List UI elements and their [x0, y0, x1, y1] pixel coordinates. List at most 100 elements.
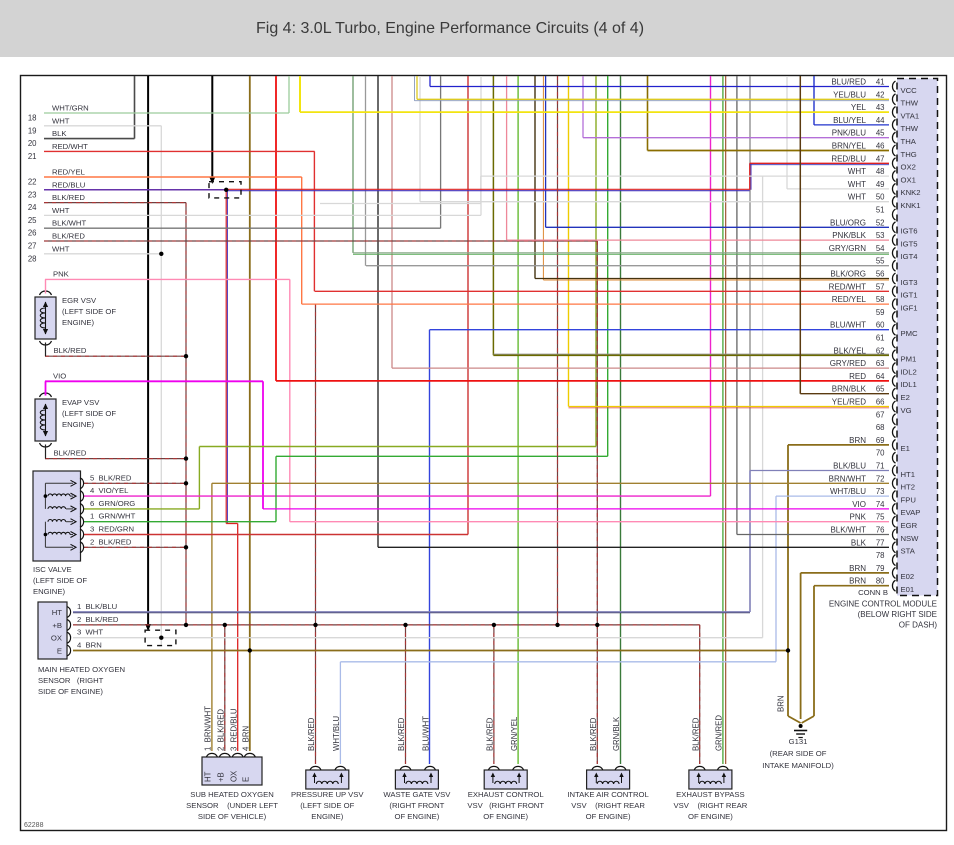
svg-text:76: 76: [876, 526, 885, 535]
svg-text:IGT5: IGT5: [901, 239, 918, 248]
svg-text:HT: HT: [204, 771, 213, 782]
svg-text:INTAKE AIR CONTROL: INTAKE AIR CONTROL: [567, 790, 649, 799]
svg-text:BLK/BLU: BLK/BLU: [833, 462, 866, 471]
svg-text:4 VIO/YEL: 4 VIO/YEL: [90, 486, 129, 495]
svg-text:GRN/BLK: GRN/BLK: [612, 716, 621, 751]
svg-text:WHT: WHT: [52, 116, 70, 125]
svg-text:IGT1: IGT1: [901, 291, 918, 300]
svg-text:41: 41: [876, 78, 885, 87]
svg-text:RED/BLU: RED/BLU: [52, 180, 85, 189]
svg-text:VIO: VIO: [53, 371, 66, 380]
svg-text:WASTE GATE VSV: WASTE GATE VSV: [383, 790, 451, 799]
svg-text:6 GRN/ORG: 6 GRN/ORG: [90, 499, 135, 508]
svg-text:(LEFT SIDE OF: (LEFT SIDE OF: [62, 307, 116, 316]
svg-text:CONN B: CONN B: [858, 588, 888, 597]
svg-text:BLK/RED: BLK/RED: [486, 717, 495, 751]
svg-text:GRN/RED: GRN/RED: [715, 715, 724, 751]
svg-text:60: 60: [876, 321, 885, 330]
svg-text:56: 56: [876, 270, 885, 279]
svg-text:79: 79: [876, 564, 885, 573]
svg-text:WHT: WHT: [848, 193, 866, 202]
svg-text:KNK2: KNK2: [901, 188, 921, 197]
svg-text:58: 58: [876, 295, 885, 304]
svg-text:PNK: PNK: [850, 513, 867, 522]
svg-text:65: 65: [876, 385, 885, 394]
svg-text:VTA1: VTA1: [901, 111, 920, 120]
svg-text:BLK/YEL: BLK/YEL: [834, 346, 867, 355]
svg-text:BRN: BRN: [849, 436, 866, 445]
svg-text:HT: HT: [52, 608, 63, 617]
svg-text:3 RED/GRN: 3 RED/GRN: [90, 525, 134, 534]
svg-text:BRN/BLK: BRN/BLK: [832, 385, 867, 394]
svg-text:THG: THG: [901, 150, 917, 159]
svg-text:1 BRN/WHT: 1 BRN/WHT: [204, 706, 213, 751]
svg-text:BRN: BRN: [849, 577, 866, 586]
svg-text:WHT/BLU: WHT/BLU: [332, 716, 341, 751]
svg-text:BLK: BLK: [52, 129, 67, 138]
svg-text:OX2: OX2: [901, 163, 916, 172]
svg-text:50: 50: [876, 193, 885, 202]
svg-text:5 BLK/RED: 5 BLK/RED: [90, 473, 132, 482]
svg-text:BRN/WHT: BRN/WHT: [829, 474, 866, 483]
svg-text:SUB HEATED OXYGEN: SUB HEATED OXYGEN: [190, 790, 274, 799]
svg-text:ENGINE CONTROL MODULE: ENGINE CONTROL MODULE: [829, 600, 937, 609]
svg-text:BRN: BRN: [849, 564, 866, 573]
svg-text:IGT3: IGT3: [901, 278, 918, 287]
svg-text:PM1: PM1: [901, 355, 917, 364]
svg-text:61: 61: [876, 334, 885, 343]
svg-text:57: 57: [876, 282, 885, 291]
svg-text:OF ENGINE): OF ENGINE): [394, 812, 439, 821]
svg-text:BLU/WHT: BLU/WHT: [422, 716, 431, 751]
svg-text:62288: 62288: [24, 822, 44, 829]
svg-text:RED/WHT: RED/WHT: [52, 142, 88, 151]
svg-text:ENGINE): ENGINE): [33, 587, 65, 596]
svg-text:OX1: OX1: [901, 175, 916, 184]
svg-text:VG: VG: [901, 406, 912, 415]
svg-text:BLK: BLK: [851, 538, 867, 547]
svg-text:E: E: [57, 647, 62, 656]
svg-text:WHT: WHT: [52, 206, 70, 215]
svg-text:WHT: WHT: [848, 180, 866, 189]
svg-text:3 WHT: 3 WHT: [77, 628, 103, 637]
svg-text:BLK/WHT: BLK/WHT: [52, 219, 86, 228]
svg-text:PNK/BLU: PNK/BLU: [832, 129, 866, 138]
svg-text:74: 74: [876, 500, 885, 509]
svg-text:BLK/RED: BLK/RED: [589, 717, 598, 751]
svg-text:2 BLK/RED: 2 BLK/RED: [90, 537, 132, 546]
svg-text:52: 52: [876, 218, 885, 227]
svg-text:RED/BLU: RED/BLU: [831, 154, 866, 163]
svg-text:INTAKE MANIFOLD): INTAKE MANIFOLD): [762, 761, 834, 770]
svg-text:VIO: VIO: [852, 500, 866, 509]
svg-text:HT2: HT2: [901, 483, 916, 492]
svg-text:49: 49: [876, 180, 885, 189]
svg-text:E01: E01: [901, 585, 915, 594]
svg-text:66: 66: [876, 398, 885, 407]
svg-text:78: 78: [876, 551, 885, 560]
svg-text:VSV (RIGHT REAR: VSV (RIGHT REAR: [571, 801, 645, 810]
svg-text:OX: OX: [229, 770, 238, 782]
svg-text:GRN/YEL: GRN/YEL: [510, 716, 519, 751]
svg-text:(LEFT SIDE OF: (LEFT SIDE OF: [33, 576, 87, 585]
svg-text:GRY/RED: GRY/RED: [830, 359, 867, 368]
svg-text:STA: STA: [901, 547, 916, 556]
svg-text:25: 25: [28, 216, 37, 225]
svg-text:E: E: [242, 777, 251, 782]
svg-text:27: 27: [28, 242, 37, 251]
svg-text:BLK/RED: BLK/RED: [397, 717, 406, 751]
svg-text:BLU/RED: BLU/RED: [831, 78, 866, 87]
svg-text:63: 63: [876, 359, 885, 368]
svg-text:OF ENGINE): OF ENGINE): [688, 812, 733, 821]
svg-text:+B: +B: [52, 621, 62, 630]
svg-text:BRN/YEL: BRN/YEL: [832, 142, 867, 151]
svg-text:54: 54: [876, 244, 885, 253]
svg-text:ENGINE): ENGINE): [62, 420, 94, 429]
svg-text:BLK/RED: BLK/RED: [307, 717, 316, 751]
svg-text:20: 20: [28, 139, 37, 148]
svg-text:EVAP: EVAP: [901, 508, 921, 517]
svg-text:(BELOW RIGHT SIDE: (BELOW RIGHT SIDE: [858, 610, 937, 619]
svg-text:VSV (RIGHT REAR: VSV (RIGHT REAR: [674, 801, 748, 810]
svg-text:OF ENGINE): OF ENGINE): [586, 812, 631, 821]
svg-text:4 BRN: 4 BRN: [77, 641, 102, 650]
svg-text:FPU: FPU: [901, 495, 916, 504]
svg-text:23: 23: [28, 190, 37, 199]
